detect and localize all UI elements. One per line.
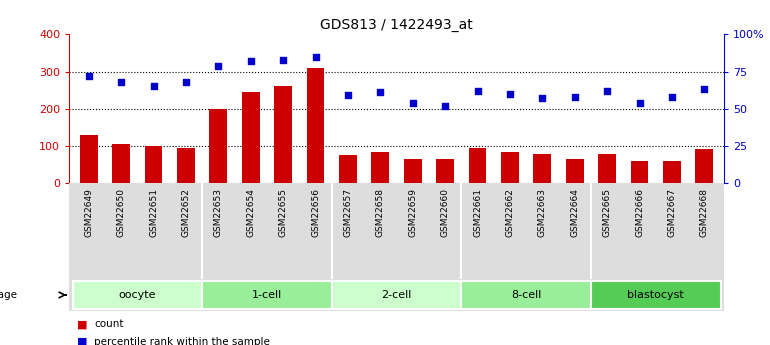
Bar	[209, 109, 227, 183]
Text: 1-cell: 1-cell	[252, 290, 282, 300]
Point	[179, 79, 192, 85]
Bar	[631, 161, 648, 183]
Text: GSM22654: GSM22654	[246, 188, 255, 237]
Text: GSM22651: GSM22651	[149, 188, 158, 237]
Bar	[339, 155, 357, 183]
Bar	[145, 146, 162, 183]
Point	[277, 57, 290, 62]
Bar	[534, 154, 551, 183]
Bar	[469, 148, 487, 183]
Bar	[501, 152, 519, 183]
Text: blastocyst: blastocyst	[628, 290, 684, 300]
Text: GSM22660: GSM22660	[440, 188, 450, 237]
Text: percentile rank within the sample: percentile rank within the sample	[94, 337, 270, 345]
Text: oocyte: oocyte	[119, 290, 156, 300]
Point	[213, 63, 225, 68]
Bar	[80, 135, 98, 183]
Point	[374, 90, 387, 95]
Text: GSM22652: GSM22652	[182, 188, 190, 237]
Point	[407, 100, 419, 106]
Point	[439, 103, 451, 108]
Point	[310, 54, 322, 59]
Point	[666, 94, 678, 100]
Point	[115, 79, 127, 85]
Point	[245, 58, 257, 64]
Text: GSM22650: GSM22650	[116, 188, 126, 237]
Bar	[598, 154, 616, 183]
Text: ■: ■	[77, 319, 88, 329]
Text: GSM22664: GSM22664	[571, 188, 579, 237]
Text: GSM22666: GSM22666	[635, 188, 644, 237]
Point	[147, 83, 159, 89]
Bar	[461, 281, 591, 309]
Bar	[695, 149, 713, 183]
Point	[601, 88, 614, 93]
Text: GSM22656: GSM22656	[311, 188, 320, 237]
Point	[342, 92, 354, 98]
Bar	[403, 159, 422, 183]
Title: GDS813 / 1422493_at: GDS813 / 1422493_at	[320, 18, 473, 32]
Point	[82, 73, 95, 79]
Text: GSM22649: GSM22649	[84, 188, 93, 237]
Text: 2-cell: 2-cell	[381, 290, 412, 300]
Bar	[371, 152, 390, 183]
Bar	[591, 281, 721, 309]
Bar	[177, 148, 195, 183]
Text: ■: ■	[77, 337, 88, 345]
Text: GSM22661: GSM22661	[473, 188, 482, 237]
Text: GSM22658: GSM22658	[376, 188, 385, 237]
Point	[536, 96, 548, 101]
Bar	[274, 86, 292, 183]
Bar	[203, 281, 332, 309]
Point	[698, 87, 711, 92]
Bar	[112, 144, 130, 183]
Text: GSM22667: GSM22667	[668, 188, 677, 237]
Text: GSM22668: GSM22668	[700, 188, 709, 237]
Point	[504, 91, 516, 97]
Text: GSM22655: GSM22655	[279, 188, 288, 237]
Bar	[332, 281, 461, 309]
Bar	[437, 159, 454, 183]
Text: 8-cell: 8-cell	[511, 290, 541, 300]
Text: GSM22657: GSM22657	[343, 188, 353, 237]
Bar	[306, 68, 324, 183]
Bar	[566, 159, 584, 183]
Point	[471, 88, 484, 93]
Bar	[242, 92, 259, 183]
Bar	[663, 161, 681, 183]
Bar	[72, 281, 203, 309]
Point	[568, 94, 581, 100]
Text: GSM22663: GSM22663	[538, 188, 547, 237]
Text: GSM22653: GSM22653	[214, 188, 223, 237]
Text: GSM22659: GSM22659	[408, 188, 417, 237]
Text: count: count	[94, 319, 123, 329]
Point	[634, 100, 646, 106]
Text: GSM22662: GSM22662	[505, 188, 514, 237]
Text: GSM22665: GSM22665	[603, 188, 611, 237]
Text: development stage: development stage	[0, 290, 17, 300]
